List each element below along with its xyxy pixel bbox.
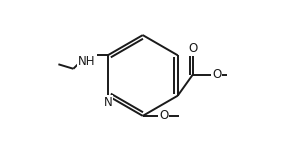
Text: O: O <box>212 68 222 81</box>
Text: O: O <box>159 109 168 122</box>
Text: NH: NH <box>78 55 96 67</box>
Text: O: O <box>188 42 197 55</box>
Text: N: N <box>103 96 112 109</box>
